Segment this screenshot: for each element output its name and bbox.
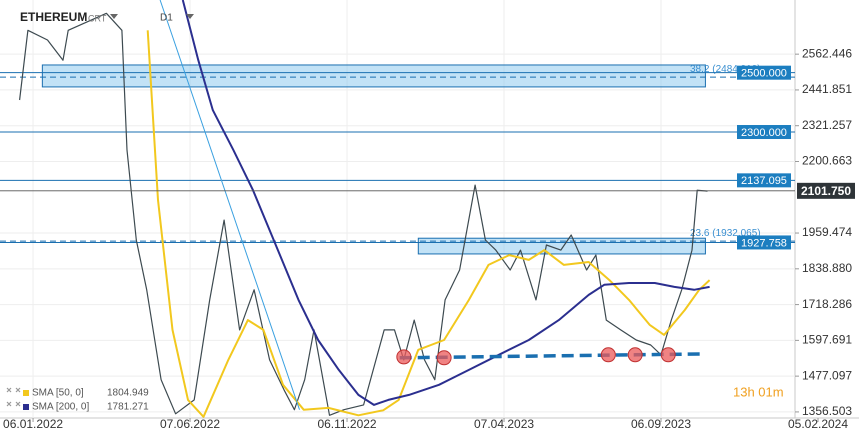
level-label: 2300.000	[741, 127, 787, 139]
y-tick-label: 1718.286	[802, 297, 852, 311]
y-tick-label: 1838.880	[802, 261, 852, 275]
y-tick-label: 1959.474	[802, 225, 852, 239]
countdown: 13h 01m	[733, 384, 784, 399]
legend-icon[interactable]	[6, 401, 21, 407]
plot-area: 38.2 (2484.919) 23.6 (1932.065) 2500.000 23…	[0, 0, 795, 418]
level-label-box	[737, 173, 791, 188]
timeframe[interactable]: D1	[160, 13, 173, 24]
y-tick-label: 1356.503	[802, 404, 852, 418]
overlay: 1356.503 1477.097 1597.691 1718.286 1838.880…	[3, 46, 855, 431]
dropdown-arrow[interactable]	[110, 14, 118, 19]
current-price-label: 2101.750	[801, 184, 851, 198]
legend-value: 1804.949	[107, 388, 149, 399]
fib-label: 38.2 (2484.919)	[690, 64, 761, 75]
legend-value: 1781.271	[107, 402, 149, 413]
x-tick-label: 06.11.2022	[317, 417, 376, 431]
y-tick-label: 2321.257	[802, 118, 852, 132]
level-label: 2137.095	[741, 175, 787, 187]
level-label: 1927.758	[741, 237, 787, 249]
sma-line	[181, 0, 710, 406]
legend-swatch	[23, 390, 29, 396]
y-tick-label: 2200.663	[802, 154, 852, 168]
y-tick-label: 1477.097	[802, 368, 852, 382]
touch-marker	[396, 349, 412, 365]
x-tick-label: 07.04.2023	[474, 417, 534, 431]
level-label-box	[737, 65, 791, 80]
touch-marker	[660, 347, 676, 363]
y-tick-label: 2562.446	[802, 46, 852, 60]
legend-swatch	[23, 404, 29, 410]
dropdown-arrow[interactable]	[186, 14, 194, 19]
touch-marker	[600, 347, 616, 363]
trendline	[159, 0, 300, 410]
price-line	[19, 12, 708, 416]
legend-icon[interactable]	[6, 387, 21, 393]
sma-line	[146, 30, 711, 418]
support-line	[399, 352, 706, 360]
touch-marker	[436, 350, 452, 366]
grid	[0, 0, 795, 418]
legend-label: SMA [200, 0]	[32, 402, 89, 413]
legend: SMA [50, 0] 1804.949 SMA [200, 0] 1781.2…	[6, 387, 149, 413]
x-tick-label: 06.09.2023	[631, 417, 691, 431]
zone	[41, 64, 706, 88]
y-tick-label: 1597.691	[802, 333, 852, 347]
level-label: 2500.000	[741, 68, 787, 80]
current-price-box	[797, 182, 855, 199]
level-label-box	[737, 235, 791, 250]
legend-label: SMA [50, 0]	[32, 388, 84, 399]
chart-title[interactable]: ETHEREUM	[20, 10, 87, 24]
x-tick-label: 05.02.2024	[788, 417, 848, 431]
x-tick-label: 06.01.2022	[3, 417, 63, 431]
level-label-box	[737, 125, 791, 140]
fib-label: 23.6 (1932.065)	[690, 228, 761, 239]
x-tick-label: 07.06.2022	[160, 417, 220, 431]
y-tick-label: 2441.851	[802, 82, 852, 96]
chart-subtitle: CRT	[88, 13, 107, 23]
touch-marker	[627, 347, 643, 363]
zone	[417, 237, 706, 255]
